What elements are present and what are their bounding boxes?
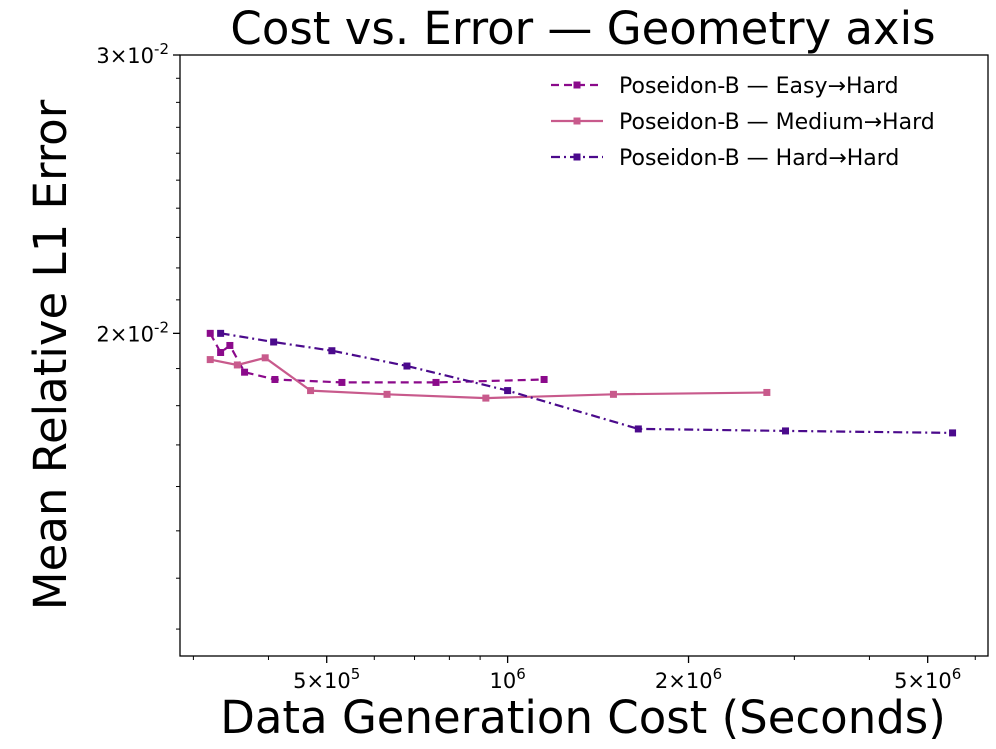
legend-marker	[573, 117, 581, 125]
data-point	[432, 378, 440, 386]
data-point	[233, 361, 241, 369]
data-point	[504, 387, 512, 395]
legend-label: Poseidon-B — Easy→Hard	[619, 74, 899, 99]
series-line	[209, 356, 767, 400]
x-axis-label: Data Generation Cost (Seconds)	[220, 691, 946, 744]
data-point	[261, 354, 269, 362]
x-tick-label: 5×105	[293, 665, 360, 693]
x-tick-label: 106	[489, 665, 525, 693]
legend-label: Poseidon-B — Hard→Hard	[619, 146, 899, 171]
data-point	[782, 427, 790, 435]
y-tick-label: 3×10-2	[96, 40, 169, 68]
data-point	[383, 390, 391, 398]
axis-ticks: 5×105 106 2×106 5×106 2×10-2 3×10-2	[96, 40, 976, 693]
data-point	[540, 375, 548, 383]
data-point	[403, 362, 411, 370]
series-layer	[206, 329, 957, 437]
legend-label: Poseidon-B — Medium→Hard	[619, 110, 935, 135]
data-point	[763, 388, 771, 396]
data-point	[609, 390, 617, 398]
series-2	[206, 354, 771, 402]
data-point	[482, 394, 490, 402]
y-tick-label: 2×10-2	[96, 318, 169, 346]
data-point	[338, 378, 346, 386]
data-point	[634, 425, 642, 433]
data-point	[949, 429, 957, 437]
data-point	[241, 368, 249, 376]
data-point	[226, 341, 234, 349]
series-line	[220, 332, 953, 434]
data-point	[271, 375, 279, 383]
data-point	[206, 356, 214, 364]
data-point	[307, 387, 315, 395]
series-line	[209, 332, 545, 384]
x-tick-label: 2×106	[655, 665, 722, 693]
legend: Poseidon-B — Easy→Hard Poseidon-B — Mediu…	[551, 74, 935, 171]
legend-marker	[573, 81, 581, 89]
x-tick-label: 5×106	[894, 665, 961, 693]
data-point	[206, 329, 214, 337]
legend-marker	[573, 153, 581, 161]
series-3	[217, 329, 957, 437]
data-point	[217, 348, 225, 356]
data-point	[328, 347, 336, 355]
plot-frame	[179, 54, 989, 657]
y-axis-label: Mean Relative L1 Error	[24, 99, 77, 610]
series-1	[206, 329, 548, 386]
chart-title: Cost vs. Error — Geometry axis	[230, 2, 935, 55]
data-point	[270, 338, 278, 346]
data-point	[217, 329, 225, 337]
